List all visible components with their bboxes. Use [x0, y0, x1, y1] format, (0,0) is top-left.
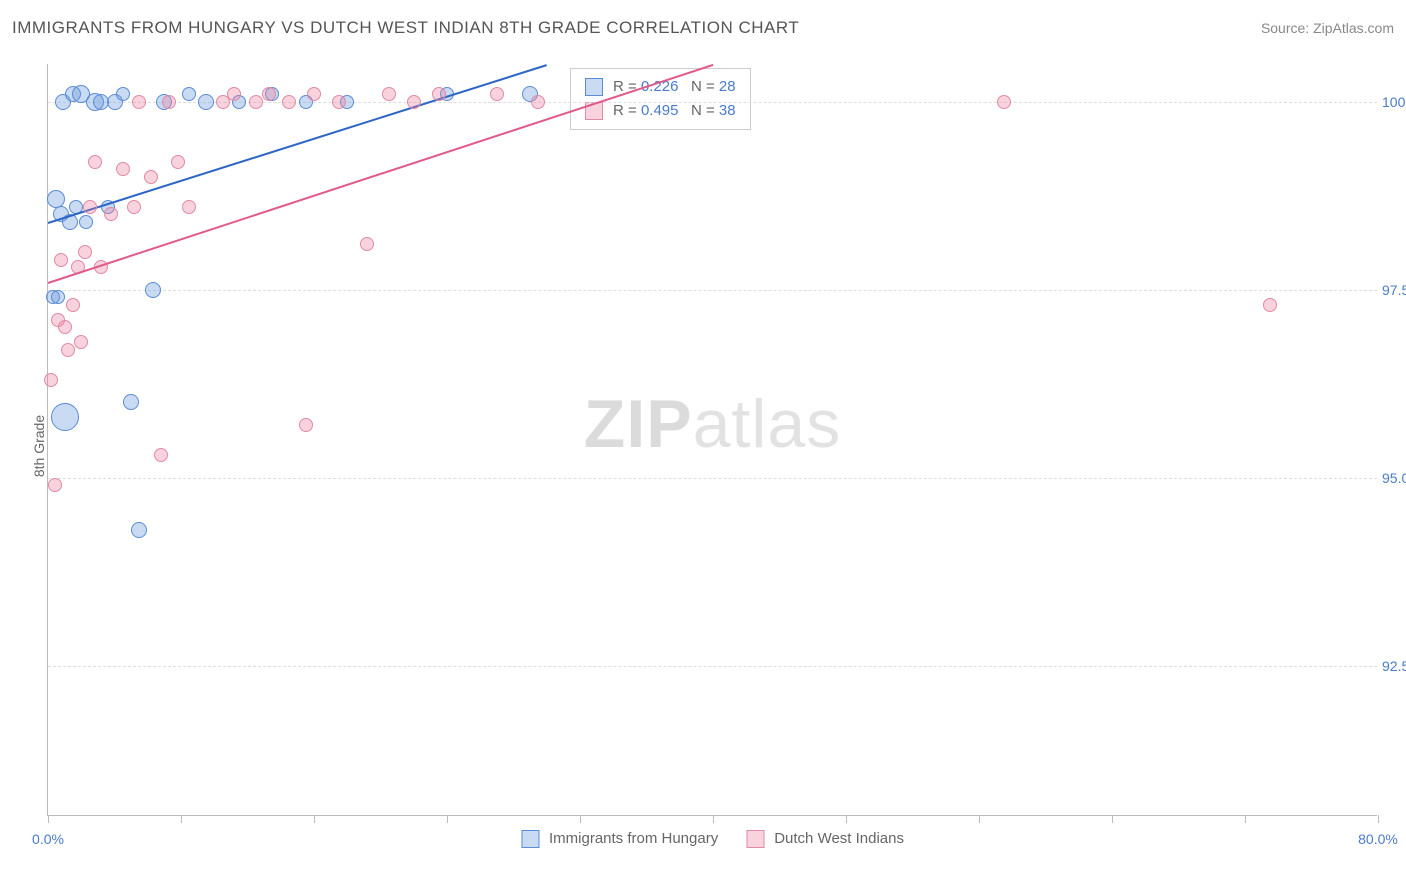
data-point — [51, 403, 79, 431]
legend-series-item: Dutch West Indians — [746, 827, 904, 851]
y-tick-label: 92.5% — [1382, 658, 1406, 674]
data-point — [51, 290, 65, 304]
data-point — [490, 87, 504, 101]
data-point — [78, 245, 92, 259]
data-point — [171, 155, 185, 169]
data-point — [360, 237, 374, 251]
data-point — [48, 478, 62, 492]
data-point — [262, 87, 276, 101]
data-point — [104, 207, 118, 221]
data-point — [407, 95, 421, 109]
data-point — [198, 94, 214, 110]
y-tick-label: 95.0% — [1382, 470, 1406, 486]
legend-swatch — [521, 830, 539, 848]
y-tick-label: 100.0% — [1382, 94, 1406, 110]
data-point — [307, 87, 321, 101]
data-point — [382, 87, 396, 101]
data-point — [182, 200, 196, 214]
x-tick — [48, 815, 49, 823]
data-point — [116, 162, 130, 176]
x-tick — [447, 815, 448, 823]
data-point — [299, 418, 313, 432]
gridline-h — [48, 478, 1377, 479]
data-point — [132, 95, 146, 109]
series-name: Immigrants from Hungary — [549, 827, 718, 851]
data-point — [249, 95, 263, 109]
data-point — [79, 215, 93, 229]
data-point — [116, 87, 130, 101]
data-point — [131, 522, 147, 538]
data-point — [162, 95, 176, 109]
series-legend: Immigrants from Hungary Dutch West Indian… — [521, 827, 904, 851]
data-point — [154, 448, 168, 462]
legend-swatch — [746, 830, 764, 848]
gridline-h — [48, 290, 1377, 291]
y-tick-label: 97.5% — [1382, 282, 1406, 298]
x-tick — [181, 815, 182, 823]
x-tick — [314, 815, 315, 823]
data-point — [88, 155, 102, 169]
x-tick — [1245, 815, 1246, 823]
chart-source: Source: ZipAtlas.com — [1261, 20, 1394, 36]
scatter-plot-area: ZIPatlas R = 0.226 N = 28R = 0.495 N = 3… — [47, 64, 1377, 816]
correlation-stats-legend: R = 0.226 N = 28R = 0.495 N = 38 — [570, 68, 751, 130]
data-point — [144, 170, 158, 184]
watermark: ZIPatlas — [584, 385, 841, 463]
x-tick — [1112, 815, 1113, 823]
data-point — [127, 200, 141, 214]
chart-title: IMMIGRANTS FROM HUNGARY VS DUTCH WEST IN… — [12, 18, 799, 38]
data-point — [54, 253, 68, 267]
data-point — [44, 373, 58, 387]
legend-stats-row: R = 0.495 N = 38 — [585, 99, 736, 123]
data-point — [1263, 298, 1277, 312]
data-point — [182, 87, 196, 101]
legend-stats-row: R = 0.226 N = 28 — [585, 75, 736, 99]
data-point — [282, 95, 296, 109]
data-point — [58, 320, 72, 334]
y-axis-label: 8th Grade — [31, 415, 47, 477]
data-point — [74, 335, 88, 349]
x-tick-label: 80.0% — [1358, 831, 1398, 847]
data-point — [66, 298, 80, 312]
data-point — [997, 95, 1011, 109]
data-point — [83, 200, 97, 214]
data-point — [61, 343, 75, 357]
data-point — [227, 87, 241, 101]
data-point — [332, 95, 346, 109]
x-tick — [979, 815, 980, 823]
x-tick — [713, 815, 714, 823]
x-tick-label: 0.0% — [32, 831, 64, 847]
legend-swatch — [585, 78, 603, 96]
x-tick — [580, 815, 581, 823]
data-point — [531, 95, 545, 109]
data-point — [123, 394, 139, 410]
x-tick — [1378, 815, 1379, 823]
data-point — [145, 282, 161, 298]
legend-series-item: Immigrants from Hungary — [521, 827, 718, 851]
series-name: Dutch West Indians — [774, 827, 904, 851]
chart-header: IMMIGRANTS FROM HUNGARY VS DUTCH WEST IN… — [12, 18, 1394, 38]
gridline-h — [48, 102, 1377, 103]
gridline-h — [48, 666, 1377, 667]
data-point — [432, 87, 446, 101]
x-tick — [846, 815, 847, 823]
